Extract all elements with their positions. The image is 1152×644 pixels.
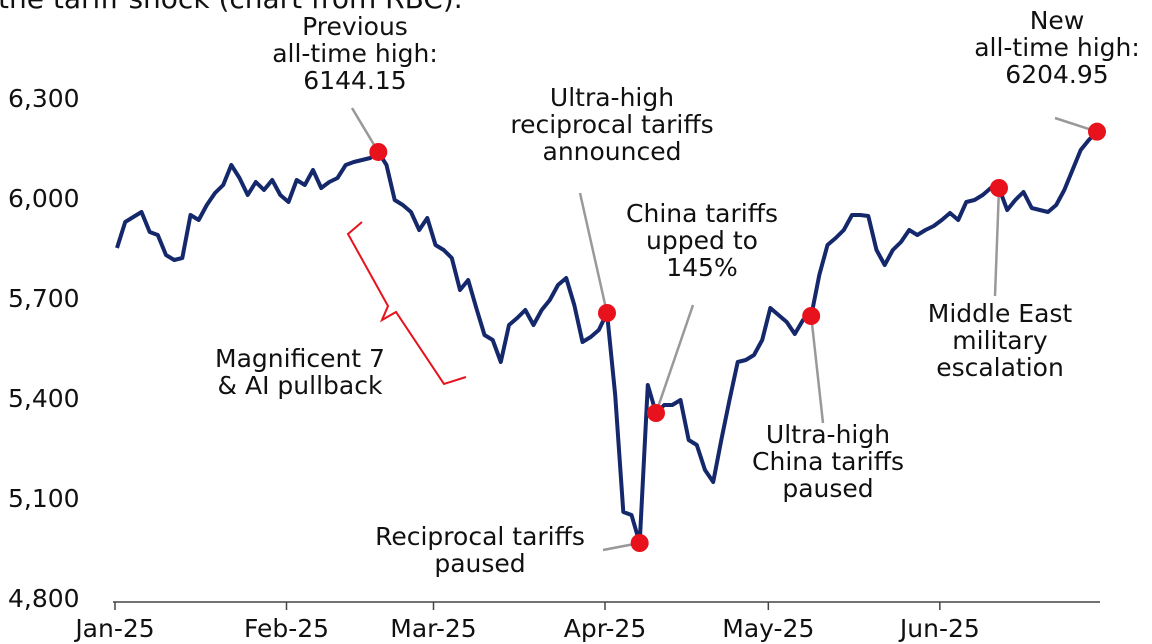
annotation: 6144.15 [303, 66, 406, 95]
y-tick-label: 5,100 [8, 484, 80, 513]
highlight-point [369, 142, 388, 161]
y-tick-label: 4,800 [8, 584, 80, 613]
annotation: Magnificent 7 [215, 344, 385, 373]
annotation: upped to [646, 226, 758, 255]
y-tick-label: 5,700 [8, 284, 80, 313]
highlight-point [630, 534, 649, 552]
annotation: Middle East [928, 299, 1073, 328]
annotation: military [952, 326, 1048, 355]
annotation: Previous [302, 12, 408, 41]
annotation: Ultra-high [766, 420, 890, 449]
annotation: Reciprocal tariffs [375, 522, 585, 551]
annotation: escalation [936, 353, 1064, 382]
highlight-point [1088, 122, 1106, 141]
annotation: 145% [666, 253, 737, 282]
annotation: China tariffs [626, 199, 778, 228]
annotation: New [1030, 6, 1085, 35]
caption: the tariff shock (chart from RBC). [0, 0, 463, 15]
price-line [115, 130, 1099, 545]
highlight-point [647, 404, 665, 422]
y-tick-label: 6,000 [8, 184, 80, 213]
leader-line [809, 315, 825, 424]
y-tick-label: 6,300 [8, 84, 80, 113]
annotation: reciprocal tariffs [510, 110, 713, 139]
leader-line [993, 187, 1001, 297]
annotation: announced [543, 137, 682, 166]
annotation: & AI pullback [218, 371, 383, 400]
leader-line [654, 304, 695, 414]
annotation: Ultra-high [550, 83, 674, 112]
x-tick-label: Apr-25 [564, 614, 646, 643]
annotation: all-time high: [272, 39, 438, 68]
highlight-point [802, 307, 821, 325]
highlight-point [598, 304, 616, 322]
y-tick-label: 5,400 [8, 384, 80, 413]
x-tick-label: Feb-25 [244, 614, 329, 643]
annotation: China tariffs [752, 447, 904, 476]
x-tick-label: Jan-25 [73, 614, 154, 643]
x-tick-label: Jun-25 [898, 614, 980, 643]
x-tick-label: Mar-25 [390, 614, 476, 643]
annotation: all-time high: [974, 33, 1140, 62]
x-tick-label: May-25 [722, 614, 814, 643]
annotation: paused [782, 474, 873, 503]
annotation: 6204.95 [1005, 60, 1108, 89]
annotation: paused [434, 549, 525, 578]
leader-line [578, 192, 609, 314]
bracket [346, 221, 467, 386]
highlight-point [990, 179, 1008, 197]
